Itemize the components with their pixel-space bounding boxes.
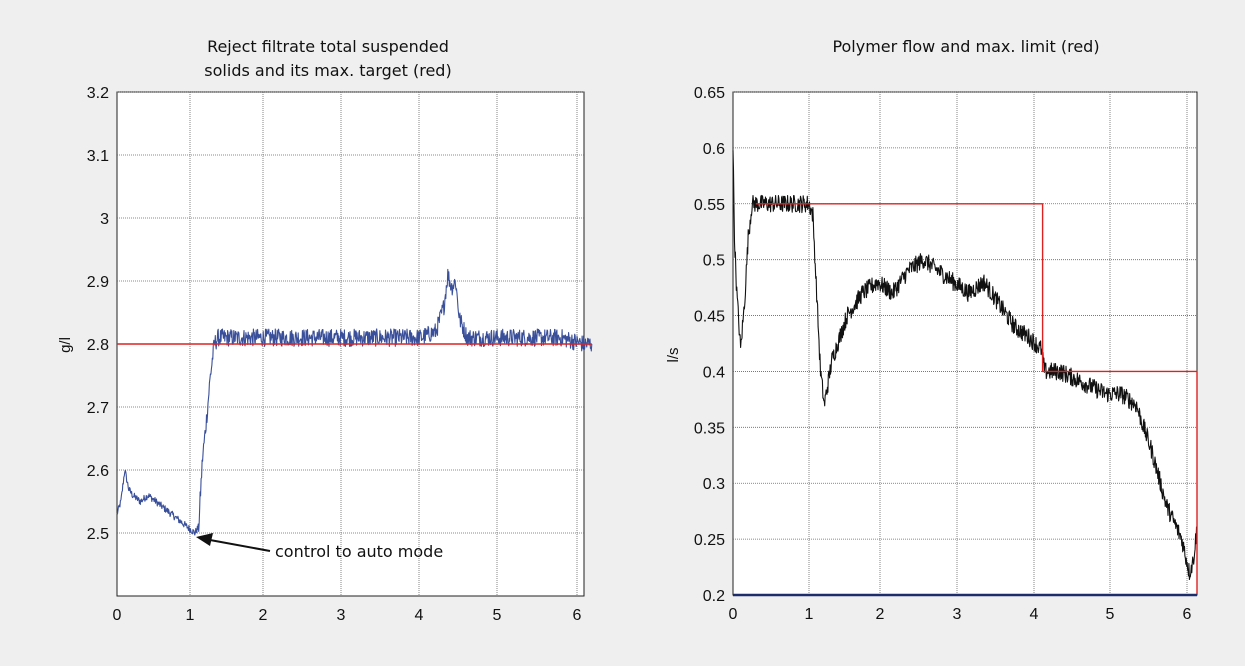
y-tick-label: 0.25 — [694, 532, 725, 549]
x-tick-label: 4 — [415, 607, 424, 624]
y-tick-label: 3 — [100, 211, 109, 228]
x-tick-label: 3 — [337, 607, 346, 624]
chart-polymer-flow: Polymer flow and max. limit (red) 0 1 2 3 4 5… — [665, 37, 1198, 623]
chart-tss-title-line-1: Reject filtrate total suspended — [207, 37, 449, 56]
annotation-arrow-head — [196, 533, 213, 546]
annotation-arrow-shaft — [209, 539, 271, 552]
y-tick-label: 2.5 — [87, 526, 109, 543]
y-tick-label: 0.65 — [694, 85, 725, 102]
series-line-0 — [116, 268, 593, 536]
chart-tss-title-line-2: solids and its max. target (red) — [204, 61, 451, 80]
x-tick-label: 5 — [1106, 606, 1115, 623]
y-tick-label: 0.4 — [703, 364, 725, 381]
y-tick-label: 0.6 — [703, 141, 725, 158]
x-tick-label: 1 — [805, 606, 814, 623]
y-tick-label: 3.2 — [87, 85, 109, 102]
annotation-control-to-auto-mode: control to auto mode — [196, 533, 443, 561]
x-tick-label: 6 — [573, 607, 582, 624]
chart-polymer-y-axis-label: l/s — [665, 348, 682, 363]
x-tick-label: 0 — [113, 607, 122, 624]
chart-tss-x-ticks: 0 1 2 3 4 5 6 — [113, 607, 582, 624]
chart-tss-series-group — [116, 268, 593, 536]
x-tick-label: 0 — [729, 606, 738, 623]
series-line-0 — [732, 150, 1198, 581]
y-tick-label: 3.1 — [87, 148, 109, 165]
y-tick-label: 2.8 — [87, 337, 109, 354]
x-tick-label: 5 — [493, 607, 502, 624]
x-tick-label: 1 — [186, 607, 195, 624]
x-tick-label: 4 — [1030, 606, 1039, 623]
x-tick-label: 3 — [953, 606, 962, 623]
x-tick-label: 2 — [259, 607, 268, 624]
y-tick-label: 0.45 — [694, 309, 725, 326]
series-line-1 — [755, 203, 1198, 595]
y-tick-label: 2.6 — [87, 463, 109, 480]
y-tick-label: 0.3 — [703, 476, 725, 493]
y-tick-label: 0.35 — [694, 420, 725, 437]
chart-tss-y-ticks: 3.2 3.1 3 2.9 2.8 2.7 2.6 2.5 — [87, 85, 109, 543]
y-tick-label: 2.7 — [87, 400, 109, 417]
y-tick-label: 0.55 — [694, 197, 725, 214]
x-tick-label: 6 — [1183, 606, 1192, 623]
y-tick-label: 0.2 — [703, 588, 725, 605]
chart-tss-y-axis-label: g/l — [57, 337, 74, 353]
chart-polymer-y-ticks: 0.65 0.6 0.55 0.5 0.45 0.4 0.35 0.3 0.25 0.2 — [694, 85, 725, 605]
y-tick-label: 0.5 — [703, 253, 725, 270]
x-tick-label: 2 — [876, 606, 885, 623]
chart-tss: Reject filtrate total suspended solids a… — [57, 37, 593, 624]
annotation-label: control to auto mode — [275, 542, 443, 561]
chart-polymer-x-ticks: 0 1 2 3 4 5 6 — [729, 606, 1192, 623]
y-tick-label: 2.9 — [87, 274, 109, 291]
chart-polymer-title: Polymer flow and max. limit (red) — [832, 37, 1099, 56]
chart-polymer-plot-area — [732, 91, 1198, 596]
chart-polymer-series-group — [732, 150, 1198, 597]
